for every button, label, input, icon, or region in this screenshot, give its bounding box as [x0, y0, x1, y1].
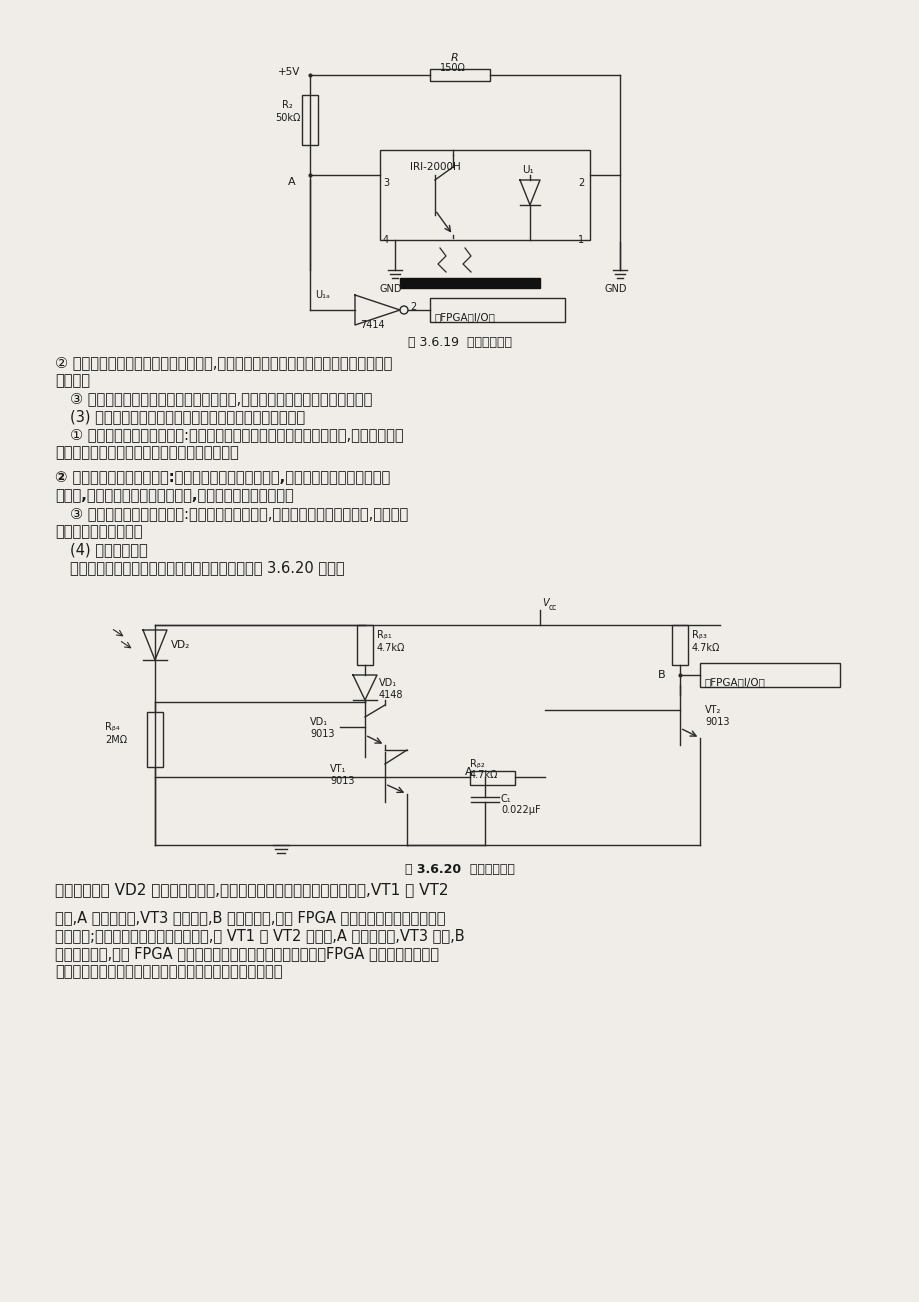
Text: 图 3.6.20  光源检测电路: 图 3.6.20 光源检测电路	[404, 863, 515, 876]
Text: 的位置,如果位置选择的不合适的话,就会使传感器失去作用。: 的位置,如果位置选择的不合适的话,就会使传感器失去作用。	[55, 488, 293, 503]
Text: GND: GND	[605, 284, 627, 294]
Text: A: A	[288, 177, 295, 187]
Bar	[380, 150, 589, 240]
Text: 2MΩ: 2MΩ	[105, 736, 127, 745]
Text: cc: cc	[549, 603, 557, 612]
Text: 9013: 9013	[704, 717, 729, 727]
Text: 4.7kΩ: 4.7kΩ	[470, 769, 498, 780]
Text: Rᵦ₁: Rᵦ₁	[377, 630, 391, 641]
Text: 2: 2	[410, 302, 415, 312]
Bar	[400, 279, 539, 288]
Text: 4.7kΩ: 4.7kΩ	[691, 643, 720, 654]
Text: 输入端电平即可以判断此时光敏二极管是否检测到了光源。: 输入端电平即可以判断此时光敏二极管是否检测到了光源。	[55, 963, 282, 979]
Text: 离。具体的距离和具体的位置必须在现场调试。: 离。具体的距离和具体的位置必须在现场调试。	[55, 445, 239, 460]
Text: ② 聚焦式光电传感器的安装:在这种传感器的安装过程中,最主要的就是要确定聚焦点: ② 聚焦式光电传感器的安装:在这种传感器的安装过程中,最主要的就是要确定聚焦点	[55, 470, 390, 486]
Text: VD₂: VD₂	[171, 641, 190, 650]
Text: IRI-2000H: IRI-2000H	[410, 161, 460, 172]
Text: 1: 1	[577, 234, 584, 245]
Text: 4148: 4148	[379, 690, 403, 700]
Bar	[357, 625, 372, 665]
Text: 由光敏二极管 VD2 对光源进行检测,当光敏二极管接收到光源发出的光时,VT1 和 VT2: 由光敏二极管 VD2 对光源进行检测,当光敏二极管接收到光源发出的光时,VT1 …	[55, 881, 448, 897]
Text: 4: 4	[382, 234, 389, 245]
Text: 3: 3	[382, 178, 389, 187]
Bar	[147, 712, 163, 767]
Text: Rᵦ₃: Rᵦ₃	[691, 630, 706, 641]
Text: R₂: R₂	[282, 100, 292, 109]
Text: C₁: C₁	[501, 794, 511, 805]
Text: VD₁: VD₁	[310, 717, 328, 727]
Text: 为高电平;当光敏二极管未接收到光源时,则 VT1 和 VT2 不导通,A 点为高电平,VT3 导通,B: 为高电平;当光敏二极管未接收到光源时,则 VT1 和 VT2 不导通,A 点为高…	[55, 928, 464, 943]
Bar	[699, 663, 839, 687]
Text: 9013: 9013	[310, 729, 335, 740]
Text: (4) 光源检测电路: (4) 光源检测电路	[70, 542, 148, 557]
Text: U₁ₐ: U₁ₐ	[314, 290, 329, 299]
Text: ① 反射式光电传感器的安装:首先要注意的就是要根据不同的检测材料,确定适当的距: ① 反射式光电传感器的安装:首先要注意的就是要根据不同的检测材料,确定适当的距	[70, 427, 403, 441]
Text: Rᵦ₂: Rᵦ₂	[470, 759, 484, 769]
Text: 点输出低电平,此时 FPGA 或者微控制器接收到的电平为低电平。FPGA 或者微控制器检测: 点输出低电平,此时 FPGA 或者微控制器接收到的电平为低电平。FPGA 或者微…	[55, 947, 438, 961]
Text: Rᵦ₄: Rᵦ₄	[105, 723, 119, 732]
Text: ③ 透射式光电传感器的安装:一定要安装好遮光片,安装时一是要选择好材料,二是要特: ③ 透射式光电传感器的安装:一定要安装好遮光片,安装时一是要选择好材料,二是要特	[70, 506, 408, 521]
Text: ② 不同物体表面对光线的反射能力不同,应仔细调节反射式光电传感器与检测对象之间: ② 不同物体表面对光线的反射能力不同,应仔细调节反射式光电传感器与检测对象之间	[55, 355, 391, 370]
Text: 的距离。: 的距离。	[55, 372, 90, 388]
Text: +5V: +5V	[278, 66, 300, 77]
Text: 导通,A 点为低电平,VT3 不能导通,B 点为高电平,此时 FPGA 或者微控制器接收到的电平: 导通,A 点为低电平,VT3 不能导通,B 点为高电平,此时 FPGA 或者微控…	[55, 910, 445, 924]
Bar	[301, 95, 318, 145]
Text: 接FPGA的I/O口: 接FPGA的I/O口	[435, 312, 495, 322]
Text: (3) 在安装各种不同类型的光电传感器时首先要注意的问题: (3) 在安装各种不同类型的光电传感器时首先要注意的问题	[70, 409, 305, 424]
Text: 7414: 7414	[359, 320, 384, 329]
Text: B: B	[657, 671, 665, 680]
Text: ③ 工作环境条件。由于无法改变工作环境,必须考虑光电传感器的安装位置。: ③ 工作环境条件。由于无法改变工作环境,必须考虑光电传感器的安装位置。	[70, 391, 372, 406]
Text: R: R	[450, 53, 459, 62]
Bar	[671, 625, 687, 665]
Text: V: V	[541, 598, 548, 608]
Text: GND: GND	[380, 284, 403, 294]
Text: 0.022μF: 0.022μF	[501, 805, 540, 815]
Text: A: A	[464, 767, 472, 777]
Text: 2: 2	[577, 178, 584, 187]
Bar	[470, 771, 515, 785]
Bar	[429, 298, 564, 322]
Bar	[429, 69, 490, 81]
Text: VT₁: VT₁	[330, 764, 346, 773]
Text: U₁: U₁	[521, 165, 533, 174]
Text: 9013: 9013	[330, 776, 354, 786]
Text: 接FPGA的I/O口: 接FPGA的I/O口	[704, 677, 765, 687]
Text: 光源检测电路用来判断光源的位置。具体电路如图 3.6.20 所示。: 光源检测电路用来判断光源的位置。具体电路如图 3.6.20 所示。	[70, 560, 345, 575]
Text: 4.7kΩ: 4.7kΩ	[377, 643, 405, 654]
Text: 50kΩ: 50kΩ	[275, 113, 300, 122]
Text: 图 3.6.19  光电检测电路: 图 3.6.19 光电检测电路	[407, 336, 512, 349]
Text: 别注意其安装的位置。: 别注意其安装的位置。	[55, 523, 142, 539]
Text: 150Ω: 150Ω	[439, 62, 465, 73]
Text: VT₂: VT₂	[704, 704, 720, 715]
Text: VD₁: VD₁	[379, 678, 397, 687]
